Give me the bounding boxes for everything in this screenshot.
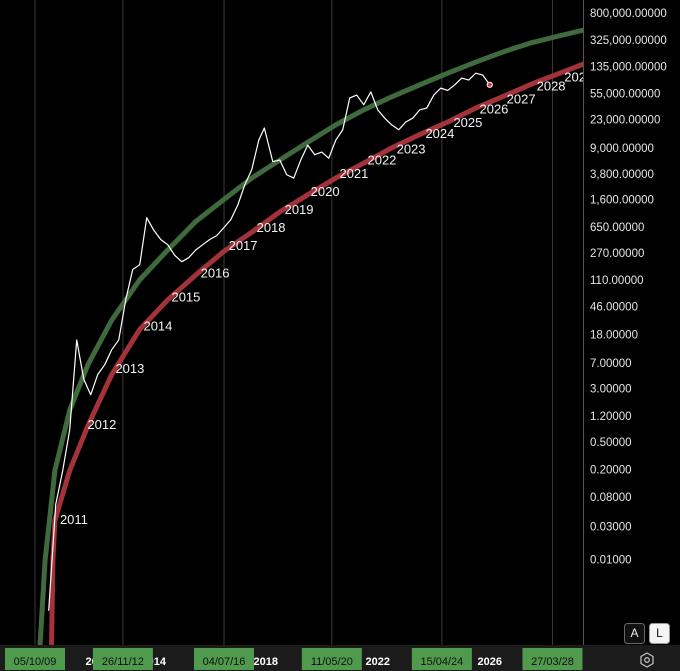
y-tick-label: 1,600.00000 <box>590 195 654 207</box>
last-price-marker <box>486 81 493 88</box>
series-line <box>48 72 491 611</box>
x-tick-box <box>5 648 66 670</box>
y-tick-label: 46.00000 <box>590 301 638 313</box>
y-tick-label: 18.00000 <box>590 329 638 341</box>
grid <box>34 0 553 645</box>
x-tick-label: 27/03/28 <box>531 656 574 668</box>
x-tick-label: 15/04/24 <box>420 656 463 668</box>
x-tick-label: 05/10/09 <box>14 656 57 668</box>
year-annotation: 2017 <box>229 238 258 253</box>
year-annotation: 2023 <box>397 141 426 156</box>
y-tick-label: 650.00000 <box>590 222 644 234</box>
year-annotation: 202 <box>564 70 586 85</box>
year-annotation: 2011 <box>60 512 88 527</box>
x-tick-box <box>301 648 362 670</box>
y-tick-label: 3,800.00000 <box>590 169 654 181</box>
x-tick-box <box>92 648 153 670</box>
y-tick-label: 55,000.00000 <box>590 89 660 101</box>
button-auto[interactable] <box>624 623 645 644</box>
year-annotation: 2019 <box>285 202 314 217</box>
scale-buttons: A L <box>624 623 670 644</box>
y-tick-label: 270.00000 <box>590 248 644 260</box>
year-annotation: 2025 <box>453 115 482 130</box>
x-tick-box <box>411 648 472 670</box>
button-log[interactable] <box>649 623 670 644</box>
year-annotation: 2028 <box>537 78 566 93</box>
y-tick-label: 0.08000 <box>590 492 632 504</box>
y-tick-label: 0.50000 <box>590 437 632 449</box>
year-annotation: 2024 <box>425 126 454 141</box>
y-tick-label: 7.00000 <box>590 358 632 370</box>
year-annotation: 2018 <box>257 220 286 235</box>
y-tick-label: 0.20000 <box>590 465 632 477</box>
y-tick-label: 110.00000 <box>590 275 644 287</box>
year-annotation: 2026 <box>479 101 508 116</box>
y-tick-label: 325,000.00000 <box>590 35 667 47</box>
y-tick-label: 1.20000 <box>590 411 632 423</box>
x-tick-label: 2026 <box>478 656 502 668</box>
x-tick-box <box>522 648 583 670</box>
button-label: A <box>630 626 638 640</box>
y-tick-label: 23,000.00000 <box>590 115 660 127</box>
y-tick-label: 3.00000 <box>590 383 632 395</box>
year-annotation: 2015 <box>171 289 200 304</box>
button-label: L <box>656 626 663 640</box>
x-axis: 2012201420182022202605/10/0926/11/1204/0… <box>5 648 583 670</box>
year-annotation: 2014 <box>143 318 172 333</box>
x-tick-box <box>194 648 255 670</box>
year-annotation: 2016 <box>201 265 230 280</box>
y-tick-label: 800,000.00000 <box>590 8 667 20</box>
x-tick-label: 2018 <box>253 656 277 668</box>
year-annotation: 2027 <box>507 91 536 106</box>
series-line <box>49 61 583 645</box>
year-annotation: 2021 <box>339 166 368 181</box>
year-annotation: 2020 <box>311 184 340 199</box>
settings-icon[interactable] <box>640 652 654 668</box>
y-tick-label: 0.03000 <box>590 522 632 534</box>
year-annotation: 2012 <box>87 417 116 432</box>
y-axis: 800,000.00000 325,000.00000 135,000.00000 5… <box>590 8 667 566</box>
x-tick-label: 26/11/12 <box>102 656 144 668</box>
x-tick-label: 2022 <box>366 656 390 668</box>
x-tick-label: 04/07/16 <box>203 656 246 668</box>
y-tick-label: 135,000.00000 <box>590 62 667 74</box>
y-tick-label: 9,000.00000 <box>590 143 654 155</box>
year-annotation: 2022 <box>367 152 396 167</box>
y-tick-label: 0.01000 <box>590 555 632 567</box>
x-tick-label: 11/05/20 <box>311 656 353 668</box>
year-annotation: 2013 <box>115 361 144 376</box>
